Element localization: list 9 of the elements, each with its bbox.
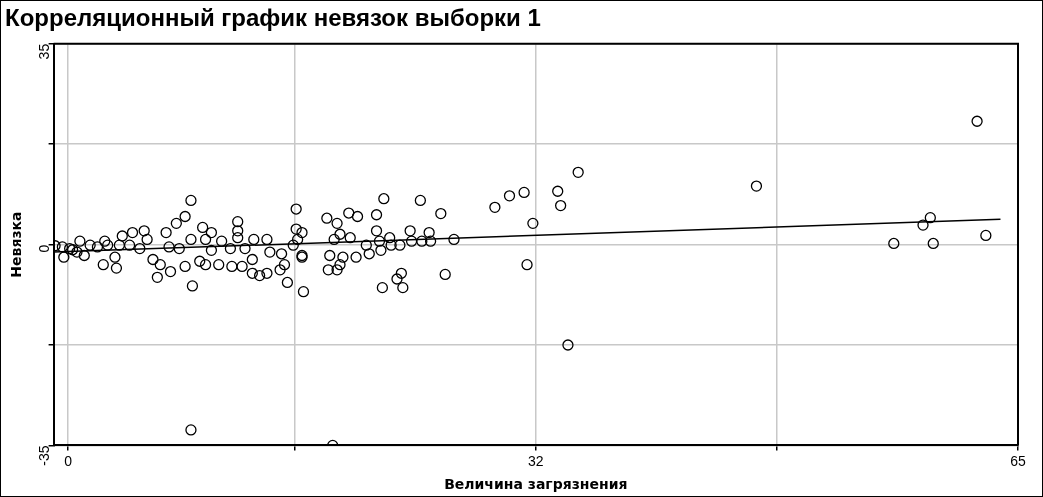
y-tick-label: -35 xyxy=(36,445,53,466)
x-tick-label: 0 xyxy=(64,452,73,469)
x-tick-label: 65 xyxy=(1010,452,1026,469)
x-axis-title: Величина загрязнения xyxy=(444,476,628,493)
y-tick-label: 35 xyxy=(36,43,53,60)
y-tick-label: 0 xyxy=(36,244,53,253)
chart-title: Корреляционный график невязок выборки 1 xyxy=(5,4,541,32)
y-axis-title: Невязка xyxy=(8,211,25,278)
x-tick-label: 32 xyxy=(528,452,544,469)
